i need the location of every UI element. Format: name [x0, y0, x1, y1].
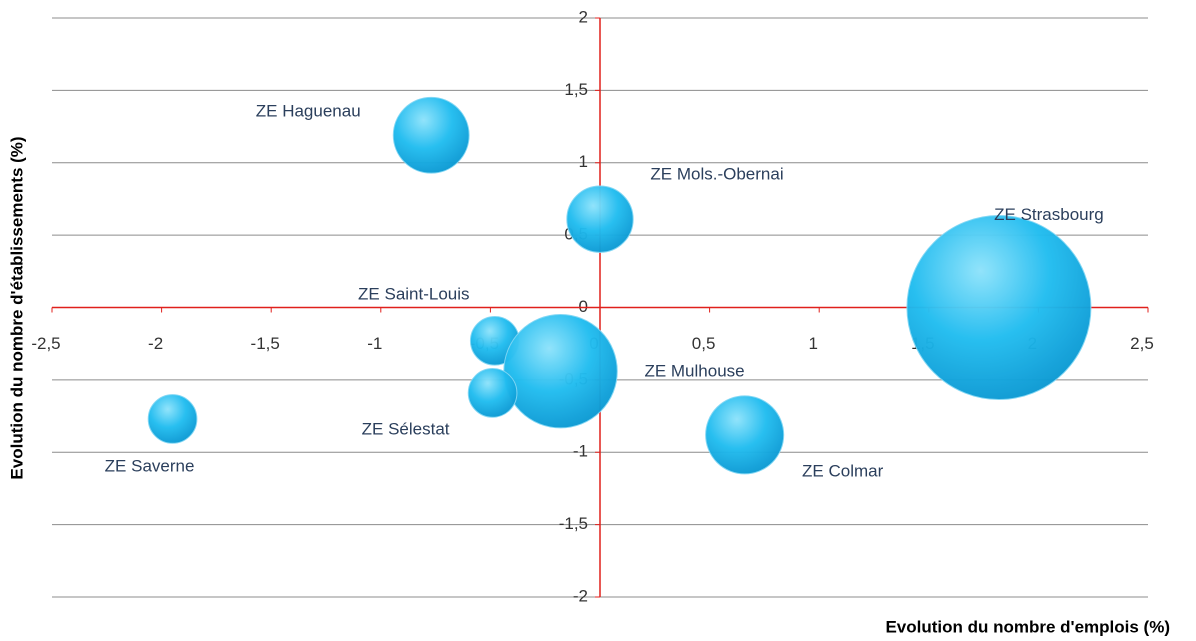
x-tick-label: 1	[808, 334, 817, 353]
y-tick-label: -2	[573, 586, 588, 605]
y-tick-label: -1,5	[559, 514, 588, 533]
bubble-label: ZE Saint-Louis	[358, 284, 470, 303]
y-tick-label: 1,5	[564, 80, 588, 99]
bubble-label: ZE Colmar	[802, 461, 884, 480]
bubble-label: ZE Mulhouse	[644, 362, 744, 381]
y-tick-label: -1	[573, 442, 588, 461]
x-axis-title: Evolution du nombre d'emplois (%)	[885, 617, 1170, 636]
bubble	[147, 394, 198, 444]
x-tick-label: -2	[148, 334, 163, 353]
y-tick-label: 2	[579, 7, 588, 26]
bubble	[503, 313, 618, 429]
x-tick-label: -2,5	[31, 334, 60, 353]
y-tick-label: 1	[579, 152, 588, 171]
y-axis-title: Evolution du nombre d'établissements (%)	[7, 136, 26, 479]
bubble	[705, 395, 785, 475]
bubble-label: ZE Strasbourg	[994, 205, 1104, 224]
x-tick-label: 2,5	[1130, 334, 1154, 353]
bubble-label: ZE Sélestat	[362, 419, 450, 438]
bubble	[906, 215, 1092, 400]
bubble	[392, 96, 470, 174]
bubble-label: ZE Mols.-Obernai	[650, 165, 783, 184]
y-tick-label: 0	[579, 297, 588, 316]
bubble-label: ZE Haguenau	[256, 102, 361, 121]
x-tick-label: -1	[367, 334, 382, 353]
x-tick-label: -1,5	[251, 334, 280, 353]
bubble-label: ZE Saverne	[105, 456, 195, 475]
x-tick-label: 0,5	[692, 334, 716, 353]
bubble	[566, 185, 634, 253]
bubble	[467, 368, 518, 418]
